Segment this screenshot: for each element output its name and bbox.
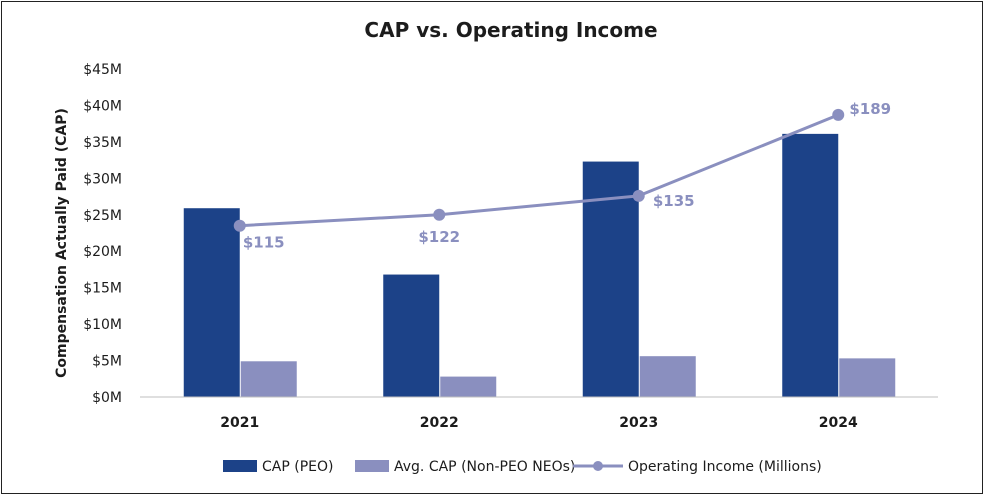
operating-income-label: $135 — [653, 192, 695, 210]
bar-avg-cap-non-peo — [839, 358, 896, 397]
x-tick-label: 2024 — [819, 415, 858, 431]
operating-income-label: $122 — [418, 228, 460, 246]
x-tick-label: 2022 — [420, 415, 459, 431]
y-tick-label: $25M — [83, 208, 122, 224]
operating-income-point — [433, 208, 446, 221]
bar-avg-cap-non-peo — [240, 361, 297, 397]
legend-label-cap-peo: CAP (PEO) — [262, 459, 333, 475]
operating-income-label: $189 — [849, 100, 891, 118]
bar-cap-peo — [782, 133, 839, 398]
y-tick-label: $0M — [92, 390, 122, 406]
y-tick-label: $45M — [83, 62, 122, 78]
y-tick-label: $30M — [83, 171, 122, 187]
y-tick-label: $10M — [83, 317, 122, 333]
legend-swatch-avg-cap — [355, 460, 389, 472]
legend-swatch-operating-income-marker — [593, 461, 603, 471]
bar-cap-peo — [383, 274, 440, 397]
bar-avg-cap-non-peo — [639, 356, 696, 397]
operating-income-line — [239, 113, 839, 228]
legend-label-avg-cap: Avg. CAP (Non-PEO NEOs) — [394, 459, 575, 475]
operating-income-point — [233, 219, 246, 232]
chart-title: CAP vs. Operating Income — [364, 18, 657, 42]
y-tick-label: $35M — [83, 135, 122, 151]
x-tick-label: 2023 — [619, 415, 658, 431]
y-tick-label: $15M — [83, 281, 122, 297]
legend-label-operating-income: Operating Income (Millions) — [628, 459, 822, 475]
operating-income-label: $115 — [243, 234, 285, 252]
y-tick-label: $5M — [92, 354, 122, 370]
bar-cap-peo — [183, 208, 240, 397]
bar-avg-cap-non-peo — [440, 376, 497, 397]
legend-swatch-cap-peo — [223, 460, 257, 472]
y-axis-label: Compensation Actually Paid (CAP) — [54, 108, 70, 378]
x-tick-label: 2021 — [220, 415, 259, 431]
y-tick-label: $40M — [83, 98, 122, 114]
operating-income-point — [832, 108, 845, 121]
y-tick-label: $20M — [83, 244, 122, 260]
operating-income-point — [632, 189, 645, 202]
